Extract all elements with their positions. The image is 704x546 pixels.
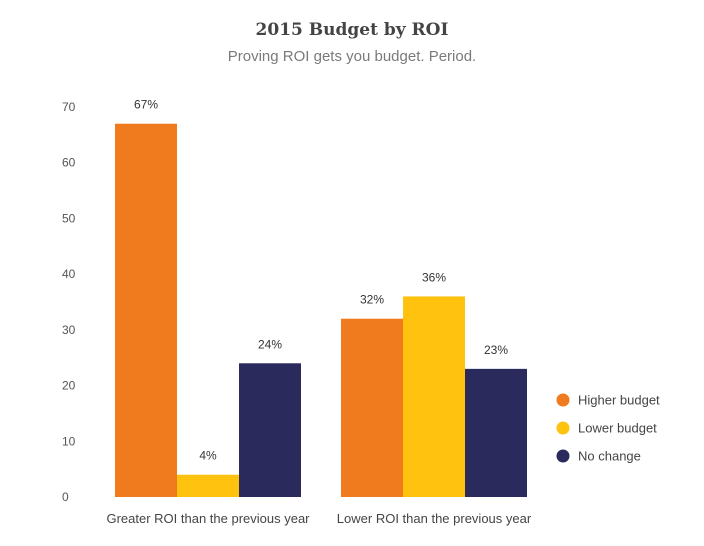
bar <box>403 296 465 497</box>
bar <box>177 474 239 497</box>
bars: 67% 4% 24% 32% 36% 23% <box>115 98 527 497</box>
bar <box>341 318 403 497</box>
legend-label: Higher budget <box>578 393 660 408</box>
y-tick-label: 0 <box>62 490 69 504</box>
legend-swatch <box>556 393 570 407</box>
bar <box>115 123 177 497</box>
y-tick-label: 30 <box>62 323 76 337</box>
y-tick-label: 40 <box>62 267 76 281</box>
data-label: 4% <box>199 449 217 463</box>
legend: Higher budget Lower budget No change <box>556 393 660 464</box>
legend-label: Lower budget <box>578 421 657 436</box>
data-label: 23% <box>484 343 508 357</box>
data-label: 36% <box>422 270 446 284</box>
legend-swatch <box>556 449 570 463</box>
chart-title: 2015 Budget by ROI <box>255 20 449 40</box>
x-axis: Greater ROI than the previous year Lower … <box>106 511 531 526</box>
y-tick-label: 10 <box>62 434 76 448</box>
legend-label: No change <box>578 449 641 464</box>
data-label: 24% <box>258 337 282 351</box>
data-label: 67% <box>134 98 158 112</box>
y-axis: 0 10 20 30 40 50 60 70 <box>62 100 76 504</box>
bar <box>239 363 301 497</box>
x-category-label: Greater ROI than the previous year <box>106 511 310 526</box>
y-tick-label: 50 <box>62 211 76 225</box>
y-tick-label: 20 <box>62 379 76 393</box>
x-category-label: Lower ROI than the previous year <box>337 511 532 526</box>
y-tick-label: 70 <box>62 100 76 114</box>
legend-swatch <box>556 421 570 435</box>
data-label: 32% <box>360 293 384 307</box>
bar <box>465 368 527 497</box>
y-tick-label: 60 <box>62 156 76 170</box>
chart-subtitle: Proving ROI gets you budget. Period. <box>227 48 477 65</box>
